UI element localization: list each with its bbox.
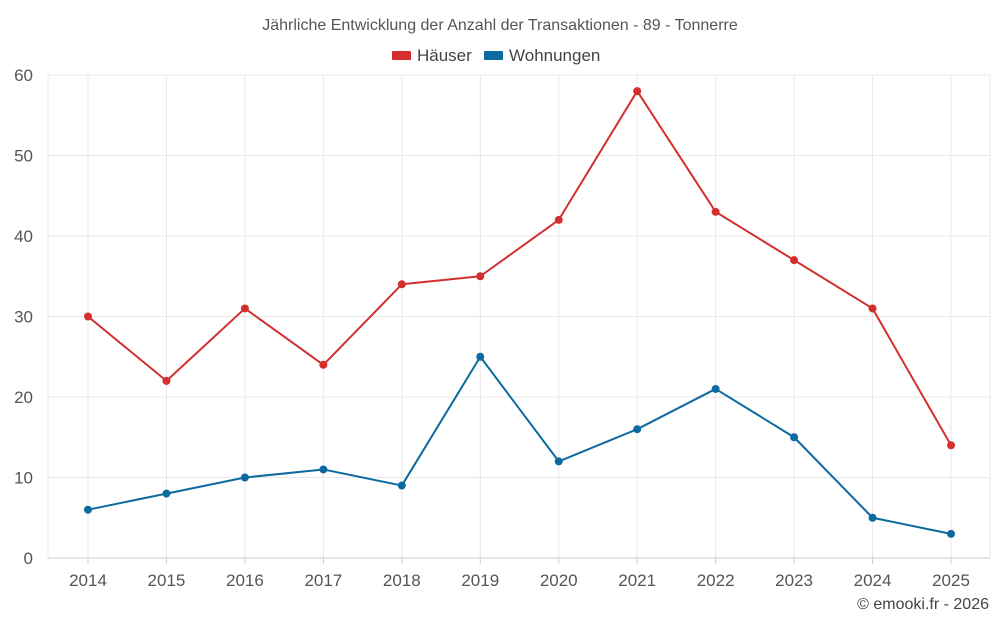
x-axis: 2014 2015 2016 2017 2018 2019 2020 2021 2022 2023… (48, 557, 990, 590)
y-tick-label: 10 (14, 469, 33, 488)
grid (47, 74, 991, 558)
data-point-wohnungen-2015[interactable] (162, 489, 171, 498)
data-point-hauser-2024[interactable] (868, 304, 877, 313)
x-tick-label: 2024 (854, 571, 892, 590)
legend: Häuser Wohnungen (392, 46, 600, 65)
x-tick-label: 2025 (932, 571, 970, 590)
legend-item-wohnungen[interactable]: Wohnungen (484, 46, 600, 65)
data-point-wohnungen-2023[interactable] (790, 433, 799, 442)
x-tick-label: 2022 (697, 571, 735, 590)
data-point-hauser-2019[interactable] (476, 272, 485, 281)
x-tick-label: 2016 (226, 571, 264, 590)
data-point-wohnungen-2020[interactable] (554, 457, 563, 466)
legend-label-hauser: Häuser (417, 46, 472, 65)
data-point-wohnungen-2018[interactable] (397, 481, 406, 490)
y-axis: 0 10 20 30 40 50 60 (14, 66, 33, 568)
data-point-hauser-2025[interactable] (947, 441, 955, 450)
series-wohnungen (84, 352, 955, 538)
data-point-hauser-2015[interactable] (162, 376, 171, 385)
legend-label-wohnungen: Wohnungen (509, 46, 600, 65)
y-tick-label: 0 (24, 549, 33, 568)
data-point-hauser-2020[interactable] (554, 215, 563, 224)
data-point-hauser-2014[interactable] (84, 312, 92, 321)
credit-text: © emooki.fr - 2026 (857, 596, 989, 613)
series-line-hauser (87, 90, 952, 446)
y-tick-label: 40 (14, 227, 33, 246)
legend-item-hauser[interactable]: Häuser (392, 46, 472, 65)
data-point-wohnungen-2016[interactable] (240, 473, 249, 482)
y-tick-label: 20 (14, 388, 33, 407)
legend-swatch-hauser (392, 51, 411, 60)
data-point-wohnungen-2021[interactable] (633, 425, 642, 434)
data-point-hauser-2023[interactable] (790, 256, 799, 265)
data-point-hauser-2021[interactable] (633, 87, 642, 96)
data-point-wohnungen-2019[interactable] (476, 352, 485, 361)
data-point-hauser-2017[interactable] (319, 360, 328, 369)
x-tick-label: 2018 (383, 571, 421, 590)
x-tick-label: 2015 (148, 571, 186, 590)
data-point-hauser-2016[interactable] (240, 304, 249, 313)
data-point-wohnungen-2024[interactable] (868, 513, 877, 522)
data-point-hauser-2022[interactable] (711, 207, 720, 216)
y-tick-label: 30 (14, 308, 33, 327)
y-tick-label: 60 (14, 66, 33, 85)
x-tick-label: 2017 (304, 571, 342, 590)
data-point-hauser-2018[interactable] (397, 280, 406, 289)
series-hauser (84, 87, 955, 450)
data-point-wohnungen-2014[interactable] (84, 505, 92, 514)
x-tick-label: 2014 (69, 571, 107, 590)
data-point-wohnungen-2025[interactable] (947, 529, 955, 538)
data-point-wohnungen-2022[interactable] (711, 384, 720, 393)
series-group (84, 87, 955, 538)
x-tick-label: 2021 (618, 571, 656, 590)
data-point-wohnungen-2017[interactable] (319, 465, 328, 474)
series-line-wohnungen (87, 355, 952, 535)
x-tick-label: 2020 (540, 571, 578, 590)
x-tick-label: 2019 (461, 571, 499, 590)
x-tick-label: 2023 (775, 571, 813, 590)
y-tick-label: 50 (14, 147, 33, 166)
chart-title: Jährliche Entwicklung der Anzahl der Tra… (262, 17, 738, 34)
legend-swatch-wohnungen (484, 51, 503, 60)
